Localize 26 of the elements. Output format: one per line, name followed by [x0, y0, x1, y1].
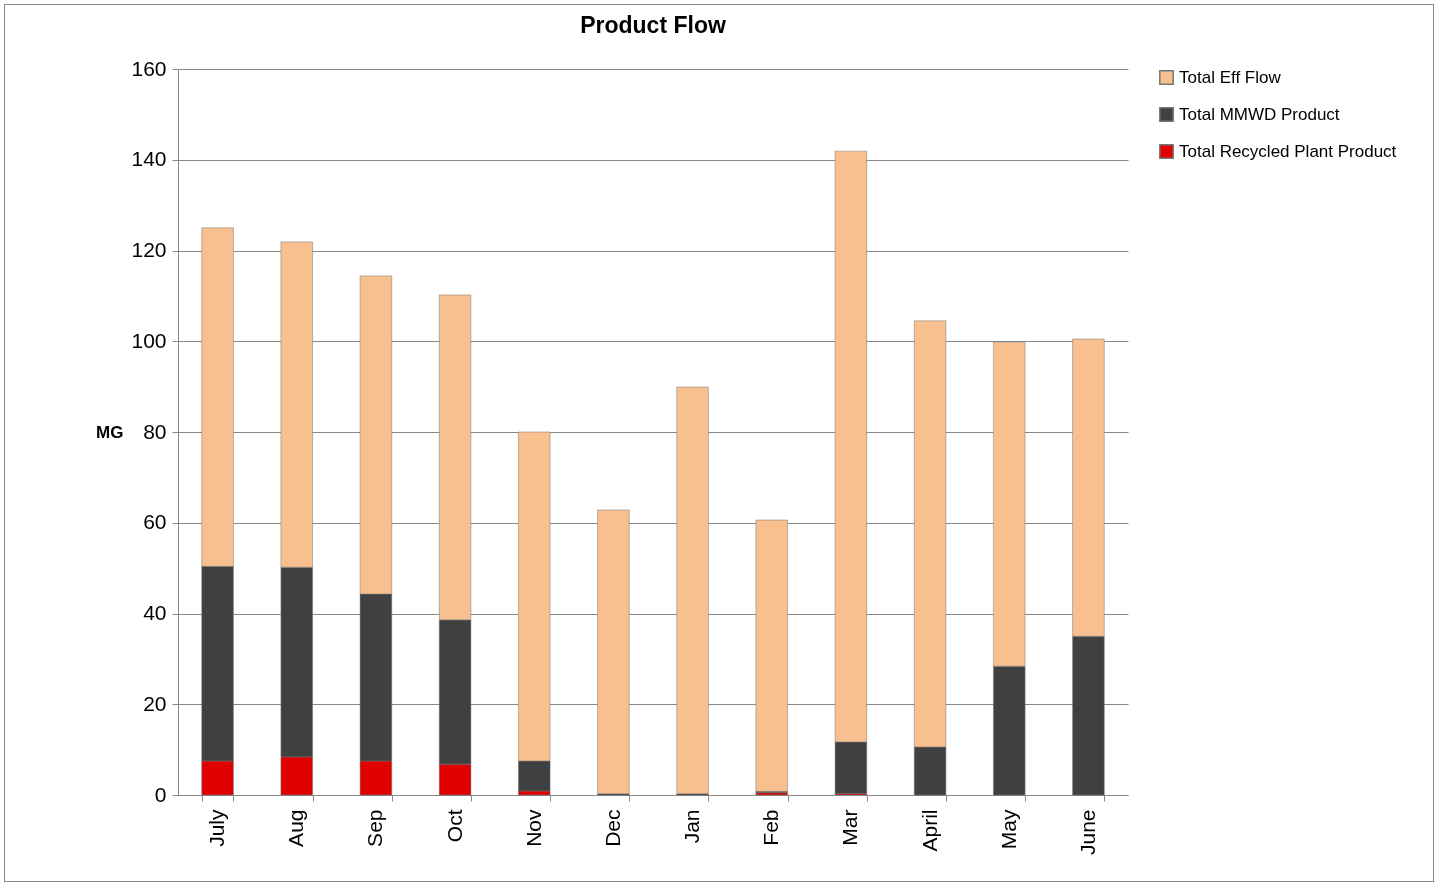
x-tick-label: Oct	[442, 809, 466, 843]
y-tick-label: 0	[154, 782, 167, 806]
y-tick-label: 120	[131, 238, 167, 261]
x-tick-label: Dec	[600, 809, 624, 847]
x-tick-label: Feb	[759, 809, 783, 846]
x-tick-label: May	[996, 809, 1020, 850]
y-tick-label: 100	[131, 328, 167, 352]
y-tick-label: 60	[143, 510, 167, 534]
x-tick-label: July	[205, 809, 229, 847]
x-tick-label: June	[1075, 809, 1099, 856]
legend-label: Total Eff Flow	[1179, 67, 1282, 87]
x-tick-label: April	[917, 809, 941, 852]
y-tick-label: 40	[143, 601, 167, 624]
y-axis-title: MG	[96, 422, 124, 442]
x-tick-label: Sep	[363, 809, 387, 847]
x-tick-label: Mar	[838, 809, 862, 846]
y-tick-label: 20	[143, 691, 167, 715]
x-tick-label: Nov	[521, 809, 545, 847]
y-tick-label: 140	[131, 147, 167, 171]
y-tick-label: 160	[131, 56, 167, 80]
x-tick-label: Jan	[680, 809, 704, 844]
y-tick-label: 80	[143, 419, 167, 443]
x-tick-label: Aug	[284, 809, 308, 847]
legend-label: Total MMWD Product	[1179, 104, 1340, 124]
chart-title: Product Flow	[580, 12, 726, 38]
legend-label: Total Recycled Plant Product	[1179, 141, 1397, 161]
